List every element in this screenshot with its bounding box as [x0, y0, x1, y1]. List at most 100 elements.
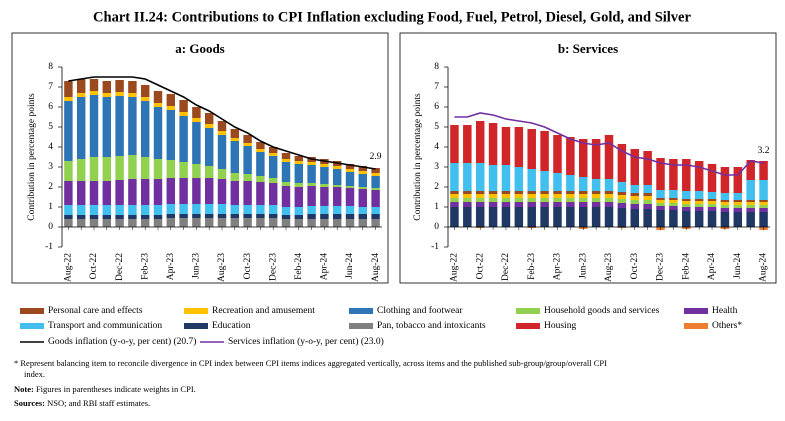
bar-segment — [463, 125, 472, 163]
bar-segment — [166, 204, 176, 214]
legend-label: Education — [212, 321, 251, 331]
bar-segment — [64, 81, 73, 97]
bar-segment — [76, 159, 86, 181]
bar-segment — [604, 179, 614, 191]
bar-segment — [553, 198, 562, 202]
note-text: Figures in parentheses indicate weights … — [36, 384, 196, 394]
bar-segment — [179, 204, 188, 214]
bar-segment — [332, 185, 342, 187]
legend-swatch — [184, 323, 208, 329]
bar-segment — [166, 214, 176, 218]
bar-segment — [166, 94, 176, 106]
bar-segment — [64, 181, 73, 205]
bar-segment — [694, 161, 704, 191]
x-tick-label: Aug-24 — [759, 253, 769, 282]
bar-segment — [514, 167, 524, 191]
x-tick-label: Apr-23 — [166, 253, 176, 280]
legend-label: Health — [712, 306, 738, 316]
bar-segment — [514, 198, 524, 202]
footnote: * Represent balancing item to reconcile … — [14, 358, 607, 379]
bar-segment — [281, 159, 291, 162]
legend-label: Pan, tobacco and intoxicants — [377, 321, 486, 331]
bar-segment — [153, 205, 163, 215]
bar-segment — [527, 198, 536, 202]
bar-segment — [115, 180, 124, 205]
bar-segment — [332, 166, 342, 169]
bar-segment — [115, 96, 124, 156]
bar-segment — [230, 218, 240, 227]
bar-segment — [578, 191, 588, 194]
bar-segment — [320, 206, 329, 214]
bar-segment — [307, 162, 316, 165]
bar-segment — [746, 208, 755, 212]
bar-segment — [682, 211, 691, 227]
x-tick-label: Aug-24 — [371, 253, 381, 282]
x-tick-label: Feb-23 — [527, 253, 537, 280]
bar-segment — [89, 219, 99, 227]
bar-segment — [591, 139, 601, 179]
bar-segment — [566, 207, 575, 227]
bar-segment — [268, 218, 278, 227]
bar-segment — [759, 200, 768, 202]
bar-segment — [204, 218, 214, 227]
bar-segment — [64, 161, 73, 181]
bar-segment — [501, 202, 511, 207]
legend-label: Transport and communication — [48, 321, 162, 331]
panel-title: b: Services — [558, 41, 618, 56]
bar-segment — [553, 194, 562, 198]
bar-segment — [140, 85, 150, 97]
bar-segment — [307, 206, 316, 214]
bar-segment — [604, 198, 614, 202]
bar-segment — [707, 192, 717, 199]
bar-segment — [281, 162, 291, 182]
bar-segment — [345, 172, 355, 186]
bar-segment — [669, 198, 678, 200]
y-tick-label: 2 — [434, 182, 439, 192]
bar-segment — [166, 106, 176, 110]
bar-segment — [630, 209, 640, 227]
bar-segment — [243, 143, 252, 146]
bar-segment — [733, 193, 743, 200]
y-tick-label: 5 — [434, 122, 439, 132]
bar-segment — [76, 219, 86, 227]
bar-segment — [578, 198, 588, 202]
bar-segment — [128, 81, 137, 93]
bar-segment — [527, 169, 536, 191]
bar-segment — [294, 156, 304, 161]
bar-segment — [217, 121, 227, 131]
bar-segment — [128, 93, 137, 97]
bar-segment — [128, 219, 137, 227]
bar-segment — [371, 188, 380, 190]
bar-segment — [578, 202, 588, 207]
bar-segment — [669, 200, 678, 203]
page-title: Chart II.24: Contributions to CPI Inflat… — [93, 9, 691, 25]
bar-segment — [204, 178, 214, 204]
bar-segment — [192, 178, 201, 204]
bar-segment — [707, 204, 717, 207]
bar-segment — [578, 207, 588, 227]
bar-segment — [669, 210, 678, 227]
bar-segment — [746, 180, 755, 200]
bar-segment — [320, 164, 329, 167]
bar-segment — [102, 157, 112, 181]
bar-segment — [656, 198, 665, 200]
footnote-line: * Represent balancing item to reconcile … — [14, 358, 607, 368]
legend-label: Others* — [712, 321, 742, 331]
bar-segment — [604, 191, 614, 194]
bar-segment — [204, 214, 214, 218]
y-tick-label: 0 — [434, 222, 439, 232]
bar-segment — [733, 208, 743, 212]
y-tick-label: 2 — [48, 182, 53, 192]
x-tick-label: Aug-22 — [450, 253, 460, 282]
bar-segment — [345, 169, 355, 172]
bar-segment — [707, 201, 717, 204]
legend-swatch — [184, 308, 208, 314]
y-axis-title: Contribution in percentage points — [27, 93, 37, 221]
legend-label: Personal care and effects — [48, 305, 143, 316]
bar-segment — [553, 135, 562, 173]
bar-segment — [617, 195, 627, 199]
bar-segment — [294, 161, 304, 164]
bar-segment — [230, 141, 240, 173]
bar-segment — [501, 207, 511, 227]
